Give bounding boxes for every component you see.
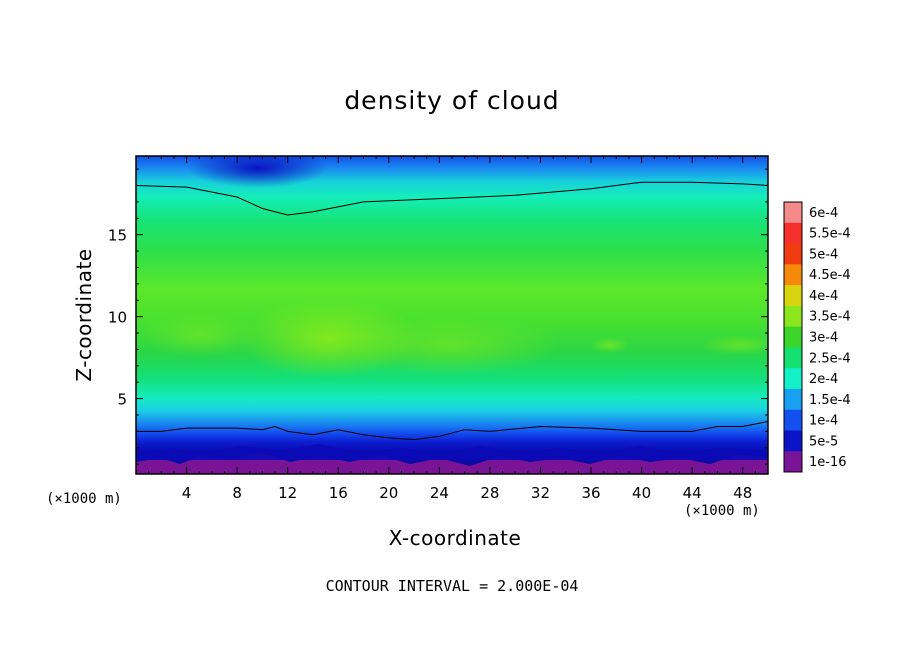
y-axis-label: Z-coordinate: [72, 248, 96, 382]
colorbar-swatch: [784, 451, 802, 473]
colorbar-swatch: [784, 388, 802, 411]
colorbar-swatch: [784, 285, 802, 307]
colorbar-swatch: [784, 347, 802, 369]
x-tick-label: 28: [480, 484, 499, 502]
contour-line-lower: [136, 421, 768, 441]
x-tick-label: 40: [632, 484, 651, 502]
colorbar-label: 1e-16: [809, 455, 847, 470]
colorbar-swatch: [784, 264, 802, 286]
colorbar-swatch: [784, 222, 802, 245]
colorbar-label: 4e-4: [809, 289, 838, 304]
colorbar-swatch: [784, 368, 802, 390]
x-tick-label: 32: [531, 484, 550, 502]
colorbar-label: 5e-5: [809, 434, 838, 449]
x-axis-label: X-coordinate: [388, 526, 522, 550]
colorbar-swatch: [784, 202, 802, 224]
x-tick-label: 16: [329, 484, 348, 502]
colorbar-swatch: [784, 430, 802, 452]
colorbar-label: 6e-4: [809, 206, 838, 221]
colorbar-label: 5e-4: [809, 247, 838, 262]
x-unit-label-right: (×1000 m): [684, 503, 760, 519]
x-unit-label-left: (×1000 m): [46, 491, 122, 507]
y-tick-label: 15: [108, 227, 127, 245]
colorbar-swatch: [784, 243, 802, 265]
x-tick-label: 24: [430, 484, 449, 502]
y-tick-label: 5: [117, 391, 127, 409]
x-tick-label: 48: [733, 484, 752, 502]
density-field: [136, 156, 768, 474]
chart-title: density of cloud: [344, 86, 560, 115]
colorbar-frame: [783, 201, 803, 473]
colorbar-label: 2e-4: [809, 372, 838, 387]
colorbar-label: 3e-4: [809, 331, 838, 346]
contour-line-upper: [136, 181, 768, 216]
colorbar-label: 5.5e-4: [809, 227, 851, 242]
x-tick-label: 4: [182, 484, 192, 502]
colorbar-swatch: [784, 326, 802, 348]
colorbar-label: 1e-4: [809, 414, 838, 429]
colorbar-swatch: [784, 409, 802, 431]
colorbar-label: 4.5e-4: [809, 268, 851, 283]
x-tick-label: 20: [379, 484, 398, 502]
x-tick-label: 8: [232, 484, 242, 502]
colorbar-label: 2.5e-4: [809, 351, 851, 366]
contour-interval-note: CONTOUR INTERVAL = 2.000E-04: [325, 577, 579, 595]
colorbar-label: 1.5e-4: [809, 393, 851, 408]
x-tick-label: 44: [683, 484, 702, 502]
x-tick-label: 12: [278, 484, 297, 502]
x-tick-label: 36: [581, 484, 600, 502]
colorbar-label: 3.5e-4: [809, 310, 851, 325]
y-tick-label: 10: [108, 309, 127, 327]
colorbar-swatch: [784, 305, 802, 328]
